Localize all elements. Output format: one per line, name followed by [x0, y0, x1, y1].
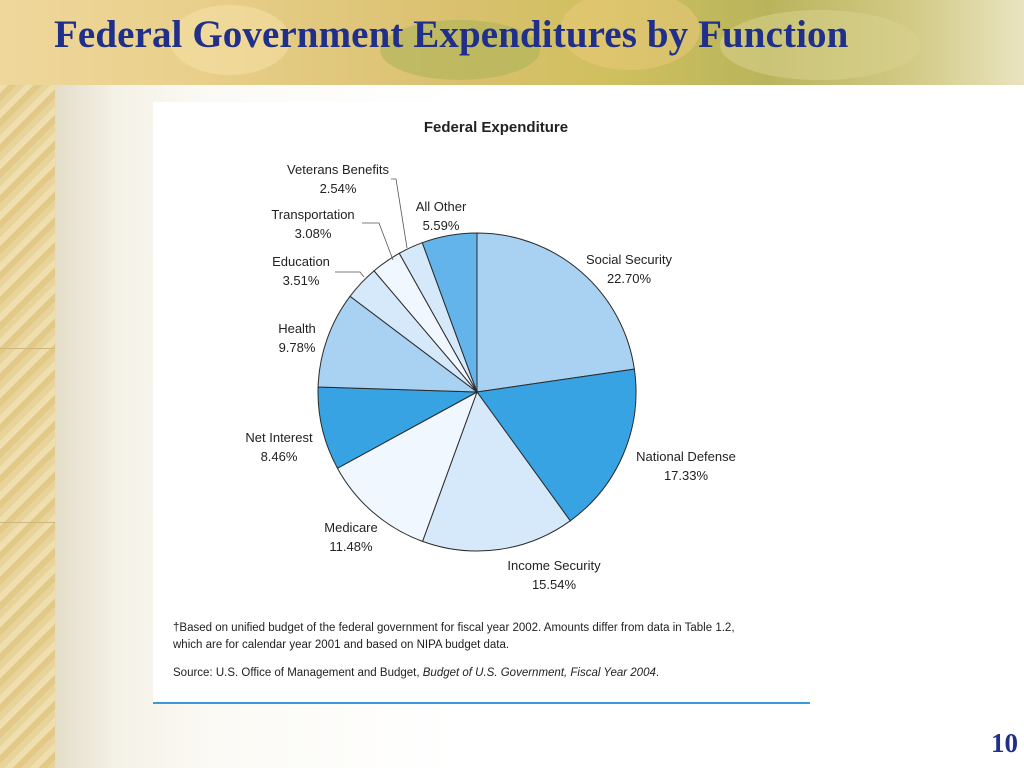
- slice-value-income-security: 15.54%: [532, 577, 577, 592]
- pie-slice-all-other: [421, 232, 478, 393]
- source-suffix: .: [655, 667, 660, 679]
- slice-label-national-defense: National Defense: [636, 449, 736, 464]
- pie-slice-net-interest: [317, 386, 479, 469]
- slide-title: Federal Government Expenditures by Funct…: [54, 13, 849, 56]
- slice-label-net-interest: Net Interest: [245, 430, 313, 445]
- slice-value-national-defense: 17.33%: [664, 468, 709, 483]
- budget-note-line-1: †Based on unified budget of the federal …: [173, 622, 735, 634]
- slice-label-income-security: Income Security: [507, 558, 601, 573]
- slice-value-transportation: 3.08%: [295, 226, 332, 241]
- source-prefix: Source: U.S. Office of Management and Bu…: [173, 667, 423, 679]
- chart-title: Federal Expenditure: [424, 119, 568, 136]
- slice-value-health: 9.78%: [279, 340, 316, 355]
- slice-label-health: Health: [278, 321, 316, 336]
- title-banner: [0, 0, 1024, 85]
- slice-value-medicare: 11.48%: [329, 539, 373, 554]
- budget-note: †Based on unified budget of the federal …: [173, 620, 735, 654]
- left-decorative-strip: [0, 0, 55, 768]
- slice-value-all-other: 5.59%: [423, 218, 460, 233]
- slice-label-social-security: Social Security: [586, 252, 672, 267]
- source-note: Source: U.S. Office of Management and Bu…: [173, 665, 659, 682]
- pie-slices: [317, 232, 637, 552]
- pie-slice-income-security: [421, 390, 571, 552]
- slice-value-education: 3.51%: [283, 273, 320, 288]
- leader-lines: [335, 178, 408, 278]
- pie-slice-national-defense: [476, 368, 637, 522]
- leader-line-transportation: [362, 222, 394, 261]
- pie-chart: Federal Expenditure Social Security 22.70…: [245, 119, 735, 592]
- budget-note-line-2: which are for calendar year 2001 and bas…: [173, 639, 510, 651]
- slice-value-social-security: 22.70%: [607, 271, 652, 286]
- slice-label-veterans-benefits: Veterans Benefits: [287, 162, 389, 177]
- figure-bottom-rule: [153, 702, 810, 704]
- leader-line-education: [335, 271, 365, 278]
- slice-label-transportation: Transportation: [271, 207, 354, 222]
- slide-number: 10: [991, 728, 1018, 758]
- pie-slice-social-security: [476, 232, 635, 393]
- slice-label-all-other: All Other: [416, 199, 467, 214]
- slice-label-education: Education: [272, 254, 330, 269]
- source-title: Budget of U.S. Government, Fiscal Year 2…: [422, 667, 656, 679]
- pie-slice-health: [317, 295, 479, 393]
- slice-value-veterans-benefits: 2.54%: [320, 181, 357, 196]
- slice-value-net-interest: 8.46%: [261, 449, 298, 464]
- slice-label-medicare: Medicare: [324, 520, 377, 535]
- slice-labels: Social Security 22.70% National Defense 17.…: [245, 162, 735, 592]
- leader-line-veterans-benefits: [391, 178, 408, 249]
- pie-slice-medicare: [336, 390, 478, 543]
